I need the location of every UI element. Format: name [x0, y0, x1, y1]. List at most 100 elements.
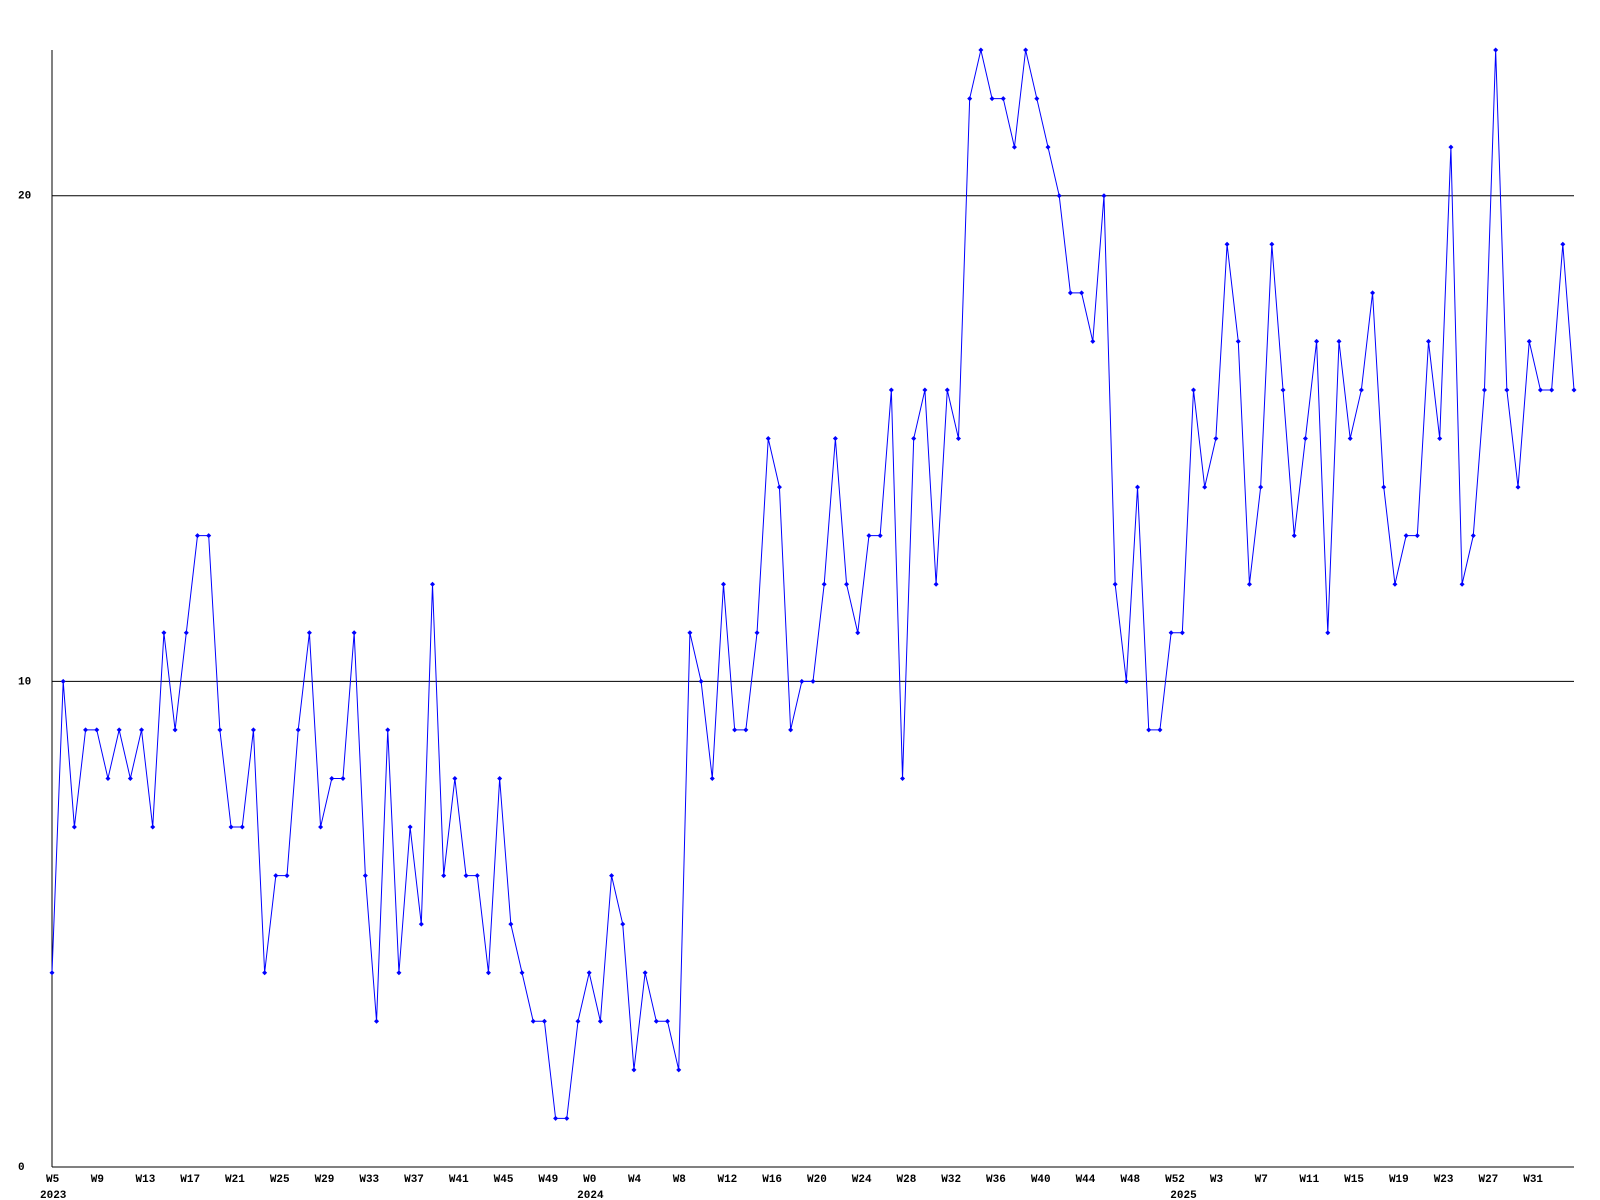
- point-marker: [1090, 338, 1096, 344]
- point-marker: [318, 824, 324, 830]
- point-marker: [1213, 436, 1219, 442]
- x-tick-label: W36: [986, 1174, 1006, 1186]
- point-marker: [1067, 290, 1073, 296]
- x-tick-label: W31: [1523, 1174, 1543, 1186]
- point-marker: [1291, 533, 1297, 539]
- y-tick-label: 0: [18, 1162, 25, 1174]
- point-marker: [407, 824, 413, 830]
- point-marker: [497, 775, 503, 781]
- year-label: 2023: [40, 1190, 67, 1200]
- point-marker: [485, 970, 491, 976]
- point-marker: [385, 727, 391, 733]
- point-marker: [877, 533, 883, 539]
- x-tick-label: W15: [1344, 1174, 1364, 1186]
- point-marker: [866, 533, 872, 539]
- point-marker: [586, 970, 592, 976]
- x-tick-label: W12: [717, 1174, 737, 1186]
- x-tick-label: W11: [1299, 1174, 1319, 1186]
- x-tick-label: W45: [494, 1174, 514, 1186]
- point-marker: [362, 873, 368, 879]
- year-label: 2025: [1170, 1190, 1197, 1200]
- point-marker: [810, 678, 816, 684]
- point-marker: [172, 727, 178, 733]
- x-tick-label: W33: [359, 1174, 379, 1186]
- point-marker: [944, 387, 950, 393]
- point-marker: [709, 775, 715, 781]
- point-marker: [1235, 338, 1241, 344]
- point-marker: [620, 921, 626, 927]
- point-marker: [631, 1067, 637, 1073]
- point-marker: [732, 727, 738, 733]
- point-marker: [1381, 484, 1387, 490]
- point-marker: [519, 970, 525, 976]
- point-marker: [463, 873, 469, 879]
- point-marker: [844, 581, 850, 587]
- point-marker: [239, 824, 245, 830]
- point-marker: [642, 970, 648, 976]
- point-marker: [888, 387, 894, 393]
- point-marker: [194, 533, 200, 539]
- point-marker: [1269, 241, 1275, 247]
- x-tick-label: W4: [628, 1174, 642, 1186]
- point-marker: [329, 775, 335, 781]
- point-marker: [474, 873, 480, 879]
- point-marker: [430, 581, 435, 587]
- point-marker: [273, 873, 279, 879]
- x-tick-label: W5: [46, 1174, 60, 1186]
- point-marker: [687, 630, 693, 636]
- point-marker: [900, 775, 906, 781]
- x-tick-label: W37: [404, 1174, 424, 1186]
- point-marker: [1560, 241, 1566, 247]
- point-marker: [799, 678, 805, 684]
- point-marker: [508, 921, 514, 927]
- x-tick-label: W19: [1389, 1174, 1409, 1186]
- point-marker: [1123, 678, 1129, 684]
- point-marker: [396, 970, 402, 976]
- point-marker: [720, 581, 726, 587]
- point-marker: [1526, 338, 1532, 344]
- x-tick-label: W48: [1120, 1174, 1140, 1186]
- point-marker: [1358, 387, 1364, 393]
- point-marker: [1056, 193, 1062, 199]
- point-marker: [541, 1018, 547, 1024]
- point-marker: [1325, 630, 1331, 636]
- point-marker: [1146, 727, 1152, 733]
- point-marker: [49, 970, 55, 976]
- point-marker: [262, 970, 268, 976]
- point-marker: [967, 96, 973, 102]
- point-marker: [1079, 290, 1085, 296]
- x-tick-label: W16: [762, 1174, 782, 1186]
- point-marker: [855, 630, 861, 636]
- point-marker: [1571, 387, 1577, 393]
- year-label: 2024: [577, 1190, 604, 1200]
- point-marker: [564, 1115, 570, 1121]
- y-tick-label: 20: [18, 191, 31, 203]
- point-marker: [1101, 193, 1107, 199]
- point-marker: [553, 1115, 559, 1121]
- point-marker: [1023, 47, 1029, 53]
- point-marker: [922, 387, 928, 393]
- point-marker: [765, 436, 771, 442]
- x-tick-label: W27: [1478, 1174, 1498, 1186]
- point-marker: [1157, 727, 1163, 733]
- point-marker: [1202, 484, 1208, 490]
- point-marker: [821, 581, 827, 587]
- point-marker: [1045, 144, 1051, 150]
- point-marker: [250, 727, 256, 733]
- point-marker: [1314, 338, 1320, 344]
- point-marker: [1493, 47, 1499, 53]
- point-marker: [1135, 484, 1141, 490]
- point-marker: [776, 484, 782, 490]
- x-tick-label: W23: [1434, 1174, 1454, 1186]
- x-tick-label: W32: [941, 1174, 961, 1186]
- point-marker: [1481, 387, 1487, 393]
- point-marker: [1347, 436, 1353, 442]
- point-marker: [1537, 387, 1543, 393]
- point-marker: [1459, 581, 1465, 587]
- point-marker: [743, 727, 749, 733]
- point-marker: [1437, 436, 1443, 442]
- point-marker: [60, 678, 66, 684]
- point-marker: [1515, 484, 1521, 490]
- point-marker: [161, 630, 167, 636]
